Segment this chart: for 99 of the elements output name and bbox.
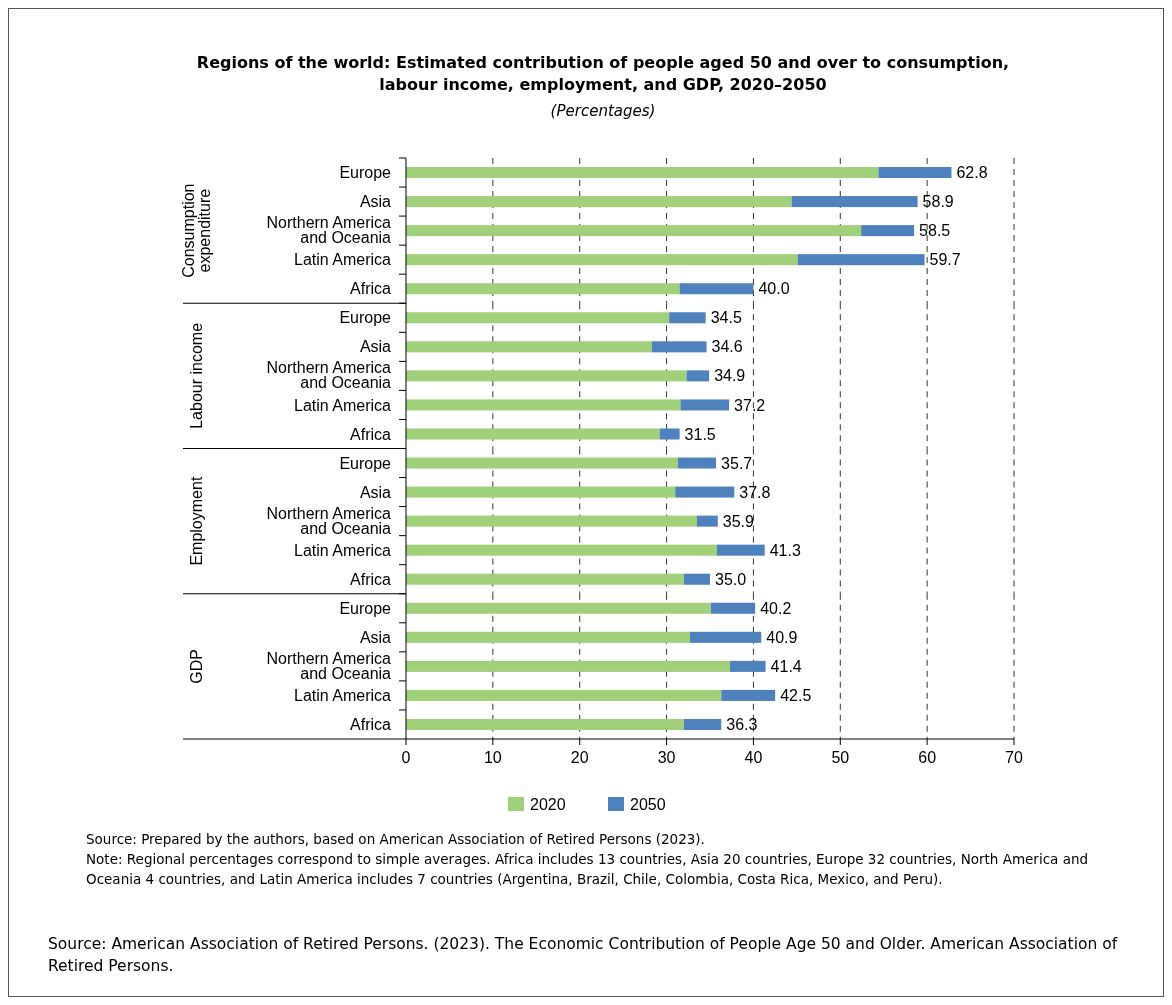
bar bbox=[406, 515, 697, 527]
bar bbox=[406, 312, 670, 324]
y-tick-label: Europe bbox=[339, 599, 392, 617]
x-tick-label: 50 bbox=[831, 749, 850, 766]
y-tick-label: Latin America bbox=[294, 251, 392, 269]
bar bbox=[651, 341, 707, 353]
total-label: 40.2 bbox=[760, 599, 792, 617]
total-label: 58.9 bbox=[922, 193, 954, 211]
x-tick-label: 20 bbox=[570, 749, 589, 766]
chart-subtitle: (Percentages) bbox=[550, 102, 656, 120]
total-label: 40.0 bbox=[758, 280, 790, 298]
bar bbox=[406, 457, 678, 469]
x-tick-label: 0 bbox=[401, 749, 411, 766]
bar bbox=[675, 486, 735, 498]
total-label: 62.8 bbox=[956, 164, 988, 182]
text: Note: Regional percentages correspond to simple averages. Africa includes 13 countries, Asia 20 countries, Europe 32 countries, North America and Oceania 4 countries, and Latin America includes 7 countries (Argentina, Brazil, Chile, Colombia, Costa Rica, Mexico, and Peru). bbox=[86, 851, 1089, 887]
total-label: 35.7 bbox=[721, 454, 753, 472]
total-label: 41.3 bbox=[769, 541, 801, 559]
x-tick-label: 70 bbox=[1005, 749, 1023, 766]
total-label: 41.4 bbox=[770, 657, 802, 675]
total-label: 34.6 bbox=[711, 338, 743, 356]
bar bbox=[677, 457, 717, 469]
total-label: 37.2 bbox=[734, 396, 766, 414]
total-label: 31.5 bbox=[684, 425, 716, 443]
bar bbox=[406, 573, 684, 585]
bar bbox=[716, 544, 765, 556]
legend-label: 2020 bbox=[530, 795, 566, 813]
y-axis-title: Labour income bbox=[187, 322, 205, 429]
total-label: 58.5 bbox=[919, 222, 951, 240]
y-tick-label: Northern America and Oceania bbox=[266, 359, 392, 392]
y-tick-label: Latin America bbox=[294, 687, 392, 705]
legend-label: 2050 bbox=[630, 795, 666, 813]
bar bbox=[686, 370, 710, 382]
x-tick-label: 60 bbox=[918, 749, 937, 766]
bar bbox=[710, 602, 756, 614]
bar bbox=[690, 631, 762, 643]
total-label: 40.9 bbox=[766, 628, 798, 646]
y-axis-title: Employment bbox=[187, 476, 205, 566]
y-tick-label: Northern America and Oceania bbox=[266, 649, 392, 682]
x-tick-label: 40 bbox=[744, 749, 763, 766]
bar bbox=[683, 718, 722, 730]
y-tick-label: Africa bbox=[350, 716, 392, 734]
bar bbox=[683, 573, 710, 585]
total-label: 34.5 bbox=[710, 309, 742, 327]
total-label: 42.5 bbox=[780, 687, 812, 705]
bar bbox=[406, 196, 792, 208]
y-tick-label: Asia bbox=[359, 628, 392, 646]
bar bbox=[406, 428, 660, 440]
y-tick-label: Latin America bbox=[294, 396, 392, 414]
total-label: 34.9 bbox=[714, 367, 746, 385]
bar bbox=[406, 660, 730, 672]
y-tick-label: Northern America and Oceania bbox=[266, 214, 392, 247]
y-tick-label: Latin America bbox=[294, 541, 392, 559]
bar bbox=[696, 515, 718, 527]
y-axis-title: GDP bbox=[187, 649, 205, 684]
bar bbox=[406, 225, 862, 237]
bar bbox=[861, 225, 915, 237]
y-tick-label: Asia bbox=[359, 193, 392, 211]
bar bbox=[797, 254, 925, 266]
bar bbox=[878, 167, 952, 179]
bar bbox=[659, 428, 680, 440]
y-tick-label: Africa bbox=[350, 425, 392, 443]
total-label: 36.3 bbox=[726, 716, 758, 734]
bar bbox=[721, 689, 776, 701]
y-axis-title: Consumption expenditure bbox=[179, 183, 213, 278]
bar bbox=[406, 283, 680, 295]
y-tick-label: Europe bbox=[339, 309, 392, 327]
bar bbox=[679, 283, 754, 295]
chart-title: Regions of the world: Estimated contribution of people aged 50 and over to consumption, labour income, employment, and GDP, 2020–2050 bbox=[196, 53, 1010, 94]
bar bbox=[406, 167, 879, 179]
total-label: 37.8 bbox=[739, 483, 771, 501]
y-tick-label: Europe bbox=[339, 454, 392, 472]
y-tick-label: Europe bbox=[339, 164, 392, 182]
y-tick-label: Asia bbox=[359, 483, 392, 501]
bar bbox=[669, 312, 706, 324]
bar bbox=[406, 254, 798, 266]
y-tick-label: Northern America and Oceania bbox=[266, 504, 392, 537]
x-tick-label: 10 bbox=[483, 749, 502, 766]
bar bbox=[406, 718, 684, 730]
bar bbox=[406, 486, 676, 498]
total-label: 35.9 bbox=[722, 512, 755, 530]
total-label: 35.0 bbox=[715, 570, 747, 588]
bar bbox=[406, 602, 711, 614]
bar bbox=[729, 660, 766, 672]
bar bbox=[406, 341, 652, 353]
y-tick-label: Africa bbox=[350, 570, 392, 588]
source-note: Source: Prepared by the authors, based on American Association of Retired Persons (2023). bbox=[86, 831, 705, 847]
bar bbox=[406, 689, 722, 701]
y-tick-label: Asia bbox=[359, 338, 392, 356]
bar bbox=[406, 399, 681, 411]
bar bbox=[406, 544, 717, 556]
bar bbox=[406, 631, 691, 643]
bar bbox=[791, 196, 918, 208]
bar bbox=[406, 370, 687, 382]
y-tick-label: Africa bbox=[350, 280, 392, 298]
x-tick-label: 30 bbox=[657, 749, 676, 766]
bar bbox=[680, 399, 730, 411]
total-label: 59.7 bbox=[929, 251, 961, 269]
source-note: Source: American Association of Retired Persons. (2023). The Economic Contribution of People Age 50 and Older. American Association of Retired Persons. bbox=[48, 935, 1118, 975]
